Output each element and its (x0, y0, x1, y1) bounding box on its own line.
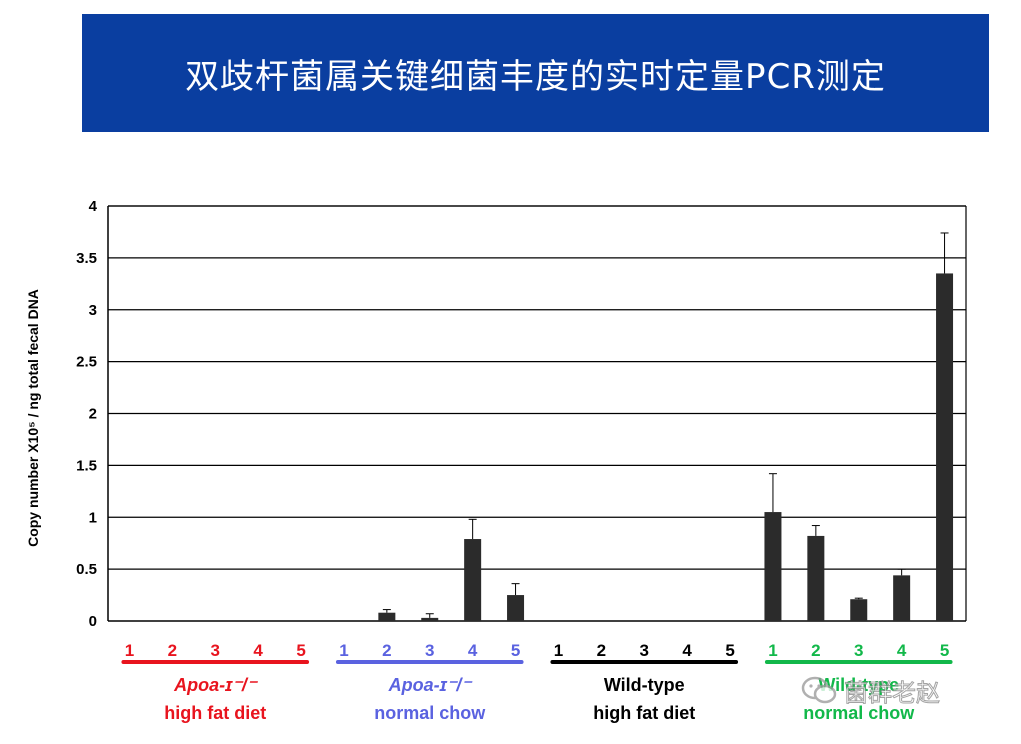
x-tick-labels: 1 2 3 4 5 1 2 3 4 5 1 2 3 4 5 1 2 3 4 5 (125, 641, 950, 660)
group-label-line1: Wild-type (604, 675, 685, 695)
page-title: 双歧杆菌属关键细菌丰度的实时定量PCR测定 (185, 56, 886, 97)
y-tick-label: 0.5 (76, 561, 97, 578)
x-tick-label: 2 (168, 641, 177, 660)
watermark-text: 菌群老赵 (844, 678, 941, 707)
watermark: 菌群老赵 (800, 672, 941, 708)
x-tick-label: 5 (940, 641, 949, 660)
x-tick-label: 1 (125, 641, 134, 660)
x-tick-label: 5 (511, 641, 520, 660)
x-tick-label: 2 (597, 641, 606, 660)
x-tick-label: 3 (425, 641, 434, 660)
x-tick-label: 3 (211, 641, 220, 660)
x-tick-label: 4 (682, 641, 692, 660)
wechat-icon (801, 676, 837, 704)
bar (936, 273, 954, 621)
x-tick-label: 5 (296, 641, 305, 660)
bar (893, 575, 911, 621)
y-tick-label: 4 (89, 198, 98, 215)
y-tick-label: 1 (89, 509, 97, 526)
x-tick-label: 2 (811, 641, 820, 660)
group-label-line1: Apoa‑ɪ⁻/⁻ (388, 675, 474, 695)
bar (464, 539, 482, 621)
x-tick-label: 4 (468, 641, 478, 660)
bar (378, 612, 396, 621)
y-tick-labels: 0 0.5 1 1.5 2 2.5 3 3.5 4 (76, 198, 98, 630)
y-tick-label: 0 (89, 613, 97, 630)
group-label-line2: normal chow (374, 703, 486, 723)
group-label-line2: high fat diet (593, 703, 695, 723)
x-tick-label: 1 (339, 641, 348, 660)
title-banner: 双歧杆菌属关键细菌丰度的实时定量PCR测定 (82, 14, 989, 132)
group-label-line2: high fat diet (164, 703, 266, 723)
y-tick-label: 2 (89, 406, 97, 423)
bar (850, 599, 868, 621)
x-tick-label: 4 (253, 641, 263, 660)
group-label-line2: normal chow (803, 703, 915, 723)
y-tick-label: 1.5 (76, 457, 97, 474)
y-tick-label: 3.5 (76, 250, 97, 267)
x-tick-label: 5 (725, 641, 734, 660)
y-axis-label: Copy number X10⁵ / ng total fecal DNA (25, 289, 41, 547)
bar (764, 512, 782, 621)
group-label-line1: Wild-type (818, 675, 899, 695)
y-tick-label: 2.5 (76, 354, 97, 371)
bar (807, 535, 825, 621)
group-labels: Apoa‑ɪ⁻/⁻ high fat diet Apoa‑ɪ⁻/⁻ normal ch… (121, 660, 953, 723)
x-tick-label: 3 (640, 641, 649, 660)
x-tick-label: 1 (768, 641, 777, 660)
bars (378, 232, 954, 621)
x-tick-label: 3 (854, 641, 863, 660)
bar (421, 617, 439, 621)
gridlines (108, 205, 966, 570)
x-tick-label: 4 (897, 641, 907, 660)
y-tick-label: 3 (89, 302, 97, 319)
group-label-line1: Apoa‑ɪ⁻/⁻ (173, 675, 259, 695)
x-tick-label: 2 (382, 641, 391, 660)
x-tick-label: 1 (554, 641, 563, 660)
bar (507, 595, 525, 621)
